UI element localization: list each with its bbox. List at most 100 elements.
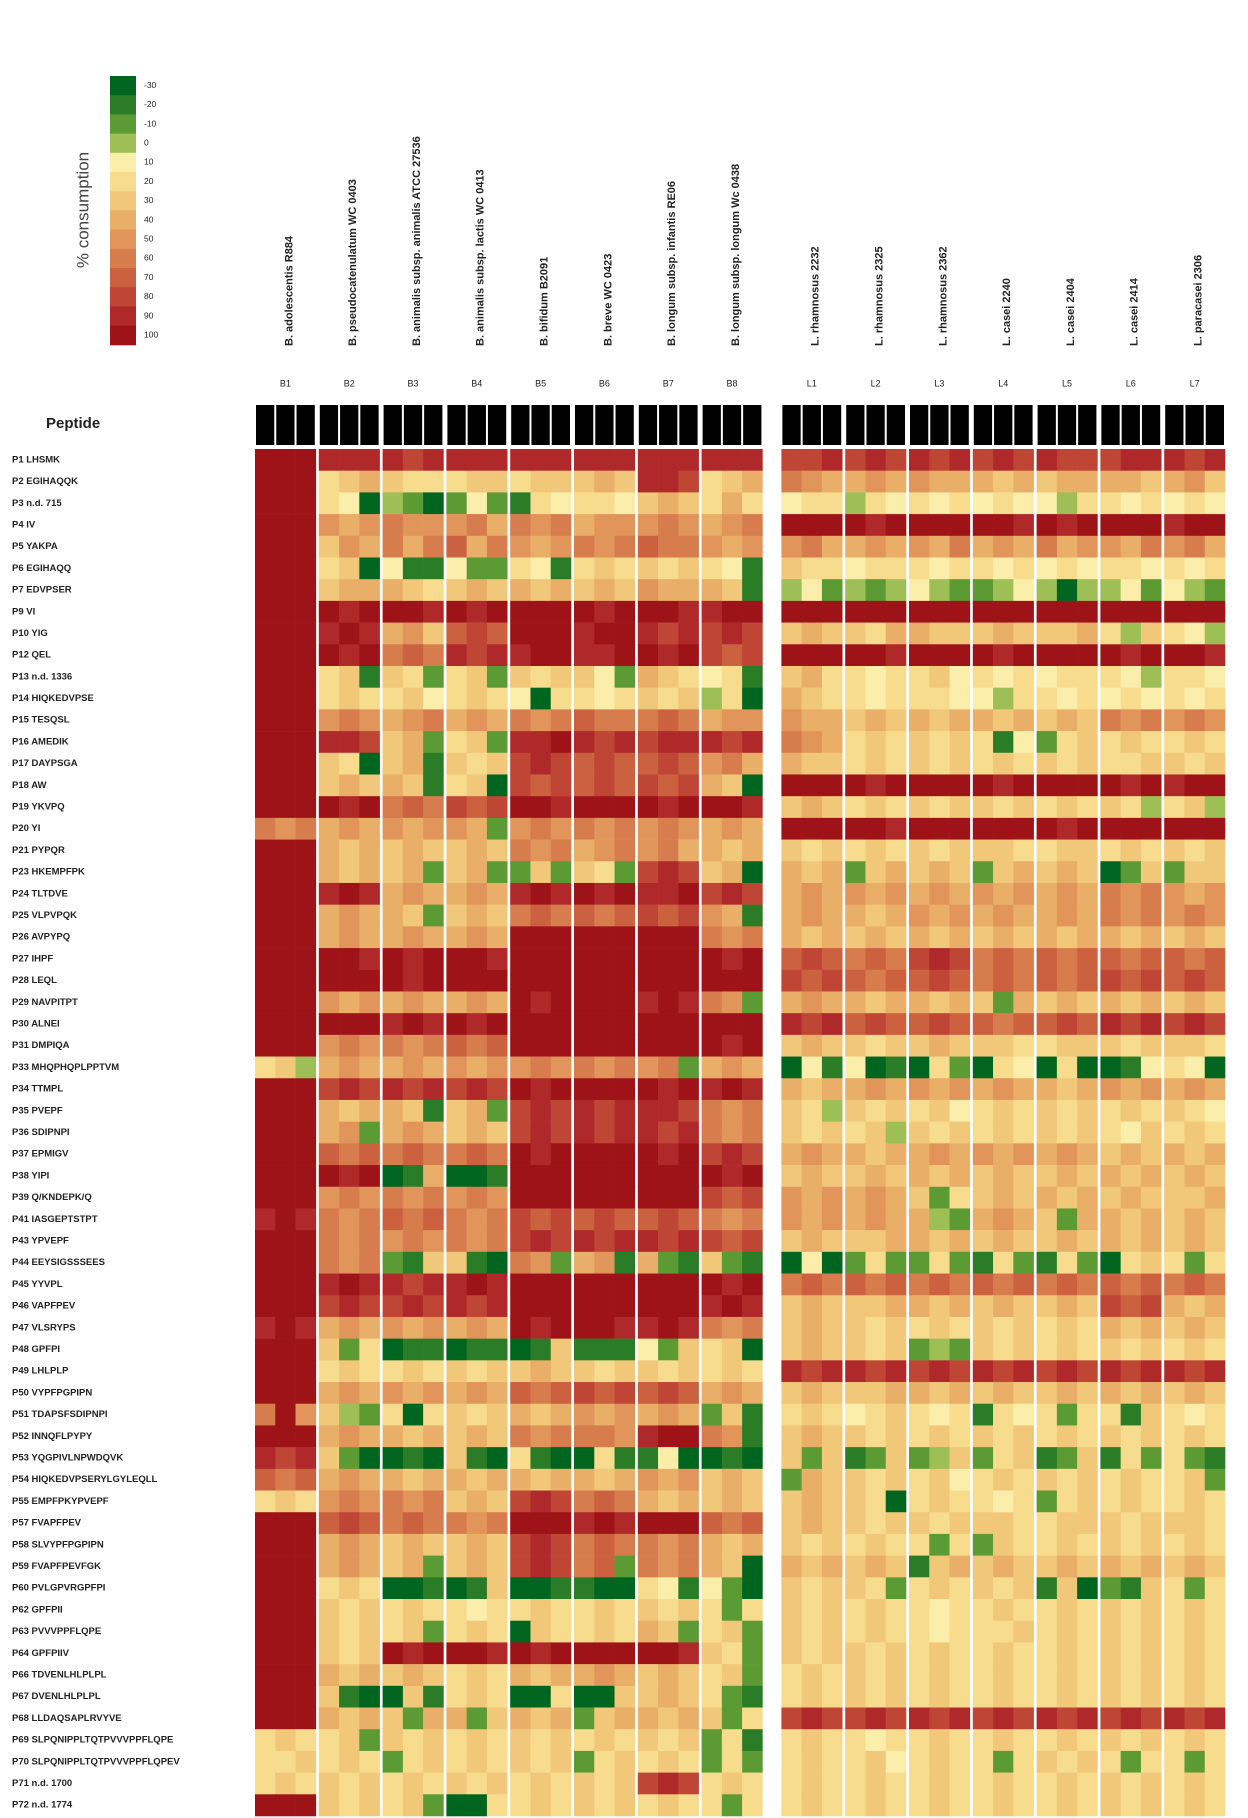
heat-cell <box>1036 731 1058 754</box>
heat-cell <box>318 1425 340 1448</box>
heat-cell <box>885 1599 907 1622</box>
heat-cell <box>318 1165 340 1188</box>
heat-cell <box>1184 1707 1206 1730</box>
heat-cell <box>1100 1533 1121 1556</box>
heat-cell <box>486 514 508 537</box>
heat-cell <box>678 1577 699 1600</box>
heat-cell <box>701 1034 723 1057</box>
heat-cell <box>1120 1186 1142 1209</box>
heat-cell <box>530 774 552 797</box>
heat-cell <box>742 1165 763 1188</box>
heat-cell <box>742 665 763 688</box>
heat-cell <box>614 1230 636 1253</box>
heat-cell <box>1140 1555 1162 1578</box>
heat-cell <box>781 774 802 797</box>
heat-cell <box>574 1685 595 1708</box>
heat-cell <box>446 904 467 927</box>
heat-cell <box>865 1099 887 1122</box>
heat-cell <box>423 731 444 754</box>
heat-cell <box>255 1533 276 1556</box>
heat-cell <box>423 1121 444 1144</box>
row-label: P9 VI <box>12 606 35 617</box>
heat-cell <box>909 1230 930 1253</box>
heat-cell <box>339 796 360 819</box>
heat-cell <box>781 1707 802 1730</box>
heat-cell <box>402 752 424 775</box>
heat-cell <box>721 1642 743 1665</box>
legend-label: 10 <box>144 157 154 167</box>
heat-cell <box>637 644 659 667</box>
heat-cell <box>929 1794 950 1817</box>
heat-cell <box>1056 731 1078 754</box>
heat-cell <box>781 839 802 862</box>
heat-cell <box>466 1794 488 1817</box>
heat-cell <box>1140 1750 1162 1773</box>
heat-cell <box>949 449 971 471</box>
heat-cell <box>255 579 276 602</box>
heat-cell <box>658 1382 679 1405</box>
heat-cell <box>574 1273 595 1296</box>
heat-cell <box>637 1295 659 1318</box>
heat-cell <box>949 622 971 645</box>
heat-cell <box>1013 1468 1034 1491</box>
heat-cell <box>1204 752 1226 775</box>
heat-cell <box>402 1273 424 1296</box>
heat-cell <box>1120 514 1142 537</box>
heat-cell <box>1120 1099 1142 1122</box>
heat-cell <box>1100 1685 1121 1708</box>
heat-cell <box>530 622 552 645</box>
heat-cell <box>865 817 887 840</box>
heat-cell <box>295 774 317 797</box>
heat-cell <box>1036 1555 1058 1578</box>
heat-cell <box>510 1230 531 1253</box>
heat-cell <box>885 774 907 797</box>
heat-cell <box>594 1685 615 1708</box>
heat-cell <box>1184 1316 1206 1339</box>
heat-cell <box>1184 557 1206 580</box>
heat-cell <box>1013 1099 1034 1122</box>
heat-cell <box>614 1555 636 1578</box>
heat-cell <box>466 1729 488 1752</box>
heat-cell <box>510 1316 531 1339</box>
heat-cell <box>574 817 595 840</box>
heat-cell <box>574 579 595 602</box>
heat-cell <box>929 1707 950 1730</box>
heat-cell <box>949 1447 971 1470</box>
heat-cell <box>359 752 380 775</box>
heat-cell <box>1013 1034 1034 1057</box>
heat-cell <box>1184 1447 1206 1470</box>
heat-cell <box>1204 600 1226 623</box>
heat-cell <box>1013 1382 1034 1405</box>
replicate-header <box>638 405 658 445</box>
heat-cell <box>885 1620 907 1643</box>
heat-cell <box>801 774 823 797</box>
strain-code: B7 <box>663 378 674 388</box>
heat-cell <box>742 1121 763 1144</box>
heat-cell <box>1056 514 1078 537</box>
heat-cell <box>550 752 572 775</box>
heat-cell <box>1140 687 1162 710</box>
heat-cell <box>1204 1512 1226 1535</box>
replicate-header <box>467 405 486 445</box>
heat-cell <box>318 839 340 862</box>
heat-cell <box>275 535 296 558</box>
heat-cell <box>909 1338 930 1361</box>
heat-cell <box>929 1078 950 1101</box>
heat-cell <box>909 1490 930 1513</box>
heat-cell <box>1140 665 1162 688</box>
heat-cell <box>486 926 508 949</box>
heat-cell <box>1184 1230 1206 1253</box>
heat-cell <box>574 1707 595 1730</box>
heat-cell <box>821 1425 843 1448</box>
heat-cell <box>658 904 679 927</box>
heat-cell <box>801 557 823 580</box>
heat-cell <box>402 948 424 971</box>
heat-cell <box>1056 1664 1078 1687</box>
heat-cell <box>637 1490 659 1513</box>
heat-cell <box>1120 1642 1142 1665</box>
heat-cell <box>255 1078 276 1101</box>
heat-cell <box>658 1099 679 1122</box>
heat-cell <box>1204 1468 1226 1491</box>
replicate-header <box>1185 405 1204 445</box>
heat-cell <box>1164 904 1185 927</box>
